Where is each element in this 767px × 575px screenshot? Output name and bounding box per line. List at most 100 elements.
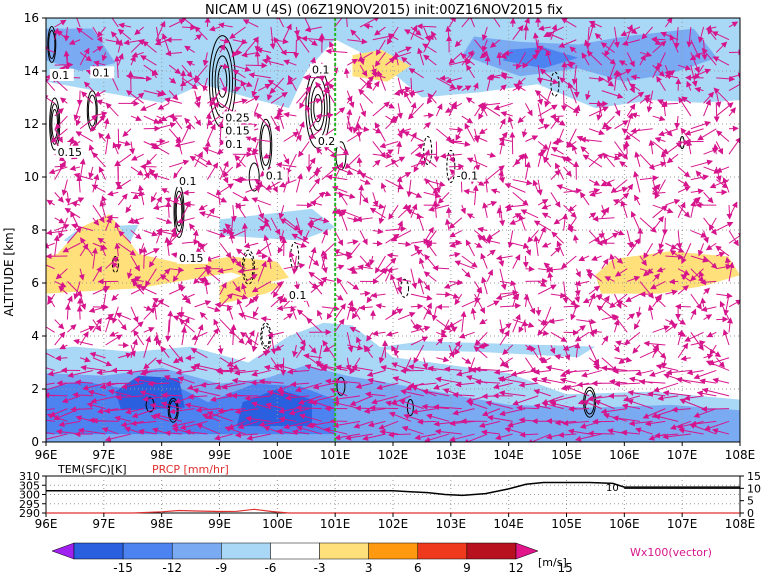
wind-vector [206, 327, 219, 346]
wind-vector [139, 390, 157, 397]
wind-vector [54, 280, 67, 288]
wind-vector [219, 293, 234, 308]
wind-vector [143, 335, 152, 358]
colorbar-label: 3 [365, 561, 373, 575]
wind-vector [131, 51, 144, 58]
wind-vector [294, 281, 300, 291]
wind-vector [54, 331, 66, 346]
wind-vector [304, 26, 322, 33]
wind-vector [97, 26, 106, 38]
wind-vector [149, 255, 157, 268]
wind-vector [270, 217, 281, 236]
wind-vector [79, 237, 94, 257]
wind-vector [151, 301, 158, 320]
wind-vector [308, 344, 317, 354]
wind-vector [156, 217, 173, 225]
wind-vector [317, 309, 323, 320]
surface-x-tick-label: 107E [667, 517, 698, 531]
wind-vector [156, 196, 163, 206]
wind-vector [74, 379, 93, 386]
wind-vector [283, 420, 310, 430]
wind-vector [171, 420, 195, 429]
wind-vector [209, 90, 221, 107]
wind-vector [101, 427, 119, 435]
wind-vector [701, 406, 730, 413]
wind-vector [275, 161, 297, 168]
shade-low-core [236, 389, 312, 427]
surface-x-tick-label: 106E [609, 517, 640, 531]
wind-vector [359, 290, 371, 297]
wind-vector [166, 230, 183, 247]
wind-vector [307, 395, 335, 405]
wind-vector [232, 293, 249, 300]
wind-vector [308, 177, 321, 193]
wind-vector [278, 103, 285, 115]
wind-vector [63, 26, 70, 42]
wind-vector [194, 64, 208, 82]
colorbar-label: -6 [264, 561, 276, 575]
wind-vector [143, 357, 157, 370]
wind-vector [140, 55, 157, 66]
wind-vector [186, 61, 195, 67]
wind-vector [329, 41, 336, 53]
wind-vector [293, 26, 300, 37]
surface-x-tick-label: 99E [208, 517, 231, 531]
wind-vector [195, 407, 221, 414]
wind-vector [221, 382, 246, 390]
wind-vector [46, 264, 55, 270]
wind-vector [131, 153, 144, 161]
wind-vector [141, 368, 170, 375]
wind-vector [143, 90, 164, 97]
wind-vector [235, 153, 246, 169]
wind-vector [234, 202, 246, 209]
wind-vector [230, 205, 237, 223]
wind-vector [205, 255, 221, 262]
wind-vector [130, 306, 139, 323]
wind-vector [62, 242, 81, 253]
wind-vector [264, 217, 272, 231]
x-tick-label: 97E [92, 448, 115, 462]
wind-vector [169, 159, 190, 168]
wind-vector [309, 200, 322, 207]
wind-vector [347, 38, 368, 45]
wind-vector [255, 112, 272, 130]
colorbar-bin [368, 542, 419, 560]
wind-vector [296, 242, 307, 248]
wind-vector [107, 388, 132, 397]
wind-vector [321, 190, 332, 197]
wind-vector [222, 166, 234, 178]
wind-vector [329, 152, 348, 159]
wind-vector [315, 81, 323, 91]
contour-line [423, 136, 433, 165]
wind-vector [76, 305, 83, 320]
wind-vector [79, 325, 96, 333]
wind-vector [326, 306, 336, 320]
wind-vector [122, 128, 132, 137]
surface-x-tick-label: 96E [35, 517, 58, 531]
x-tick-label: 102E [378, 448, 409, 462]
wind-vector [181, 24, 197, 31]
wind-vector [568, 406, 590, 413]
wind-vector [219, 77, 227, 93]
wind-vector [283, 262, 306, 270]
wind-vector [143, 305, 153, 311]
wind-vector [202, 52, 209, 67]
wind-vector [258, 378, 284, 385]
colorbar: -15 -12 -9 -6 -3 3 6 9 12 15 [m/s] Wx100(vector) [51, 542, 712, 575]
contour-label: 0.1 [179, 175, 197, 188]
y-tick-label: 10 [24, 170, 39, 184]
wind-vector [332, 420, 361, 429]
wind-vector [69, 165, 81, 171]
wind-vector [279, 179, 297, 188]
x-tick-label: 99E [208, 448, 231, 462]
wind-vector [261, 58, 284, 66]
wind-vector [46, 326, 55, 333]
wind-vector [182, 201, 195, 208]
wind-vector [59, 97, 68, 104]
surface-x-tick-label: 100E [262, 517, 293, 531]
wind-vector [46, 367, 55, 371]
wind-vector [168, 64, 182, 75]
main-x-ticks: 96E 97E 98E 99E 100E 101E 102E 103E 104E 105E 106E… [35, 442, 755, 462]
wind-vector [54, 217, 65, 224]
